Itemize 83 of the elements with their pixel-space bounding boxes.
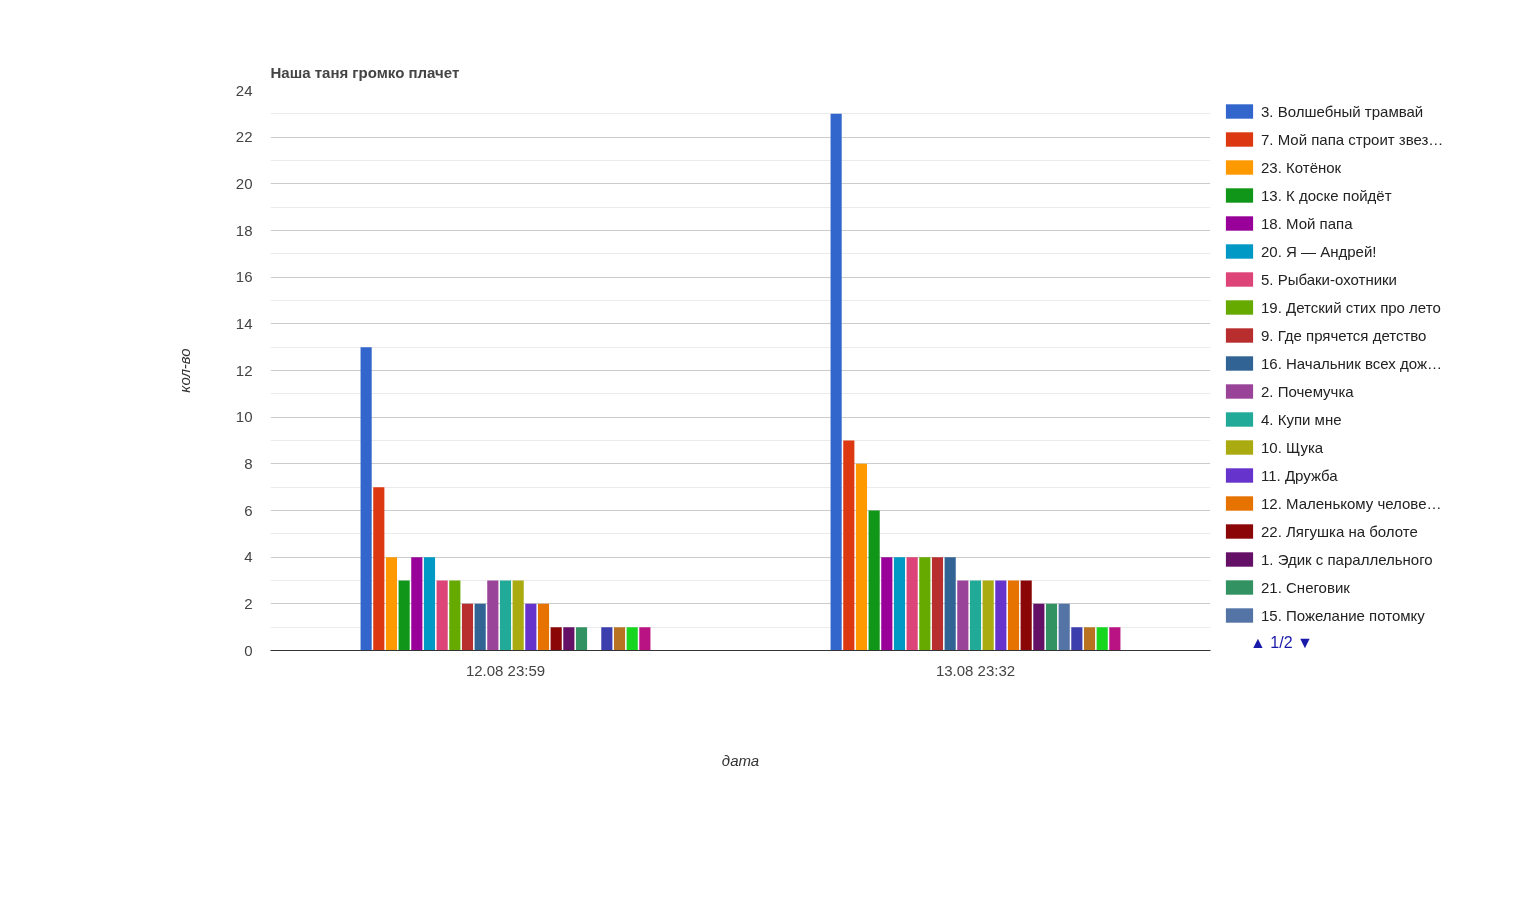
y-tick-label: 14 — [235, 314, 253, 332]
y-tick-label: 20 — [235, 174, 253, 192]
bar — [843, 440, 855, 651]
legend-label: 3. Волшебный трамвай — [1261, 102, 1424, 120]
legend-label: 9. Где прячется детство — [1261, 326, 1427, 344]
y-tick-label: 6 — [244, 501, 253, 519]
x-axis-title: дата — [721, 751, 760, 769]
bar — [550, 627, 562, 651]
legend-label: 10. Щука — [1261, 438, 1324, 456]
bar — [931, 557, 944, 651]
bar — [499, 580, 512, 651]
bar — [1058, 603, 1070, 651]
legend-label: 5. Рыбаки-охотники — [1261, 270, 1397, 288]
legend-label: 2. Почемучка — [1261, 382, 1354, 400]
bar — [1045, 603, 1058, 651]
x-tick-label: 13.08 23:32 — [935, 661, 1016, 679]
bar — [525, 603, 537, 651]
legend-label: 12. Маленькому челове… — [1261, 494, 1442, 512]
y-tick-label: 16 — [235, 268, 253, 286]
text: ▲ 1/2 ▼ — [1250, 633, 1313, 653]
legend-label: 4. Купи мне — [1261, 410, 1342, 428]
bar — [1020, 580, 1032, 651]
bar — [461, 603, 474, 651]
legend-label: 22. Лягушка на болоте — [1261, 522, 1418, 540]
legend-label: 13. К доске пойдёт — [1261, 186, 1392, 204]
bar — [868, 510, 880, 651]
bar — [575, 627, 588, 651]
legend-label: 11. Дружба — [1261, 466, 1338, 484]
bar — [1007, 580, 1020, 651]
bar — [1033, 603, 1045, 651]
y-tick-label: 18 — [235, 221, 253, 239]
bar — [423, 557, 436, 651]
x-tick-label: 12.08 23:59 — [465, 661, 546, 679]
bar — [411, 557, 423, 651]
legend-label: 18. Мой папа — [1261, 214, 1353, 232]
legend-label: 16. Начальник всех дож… — [1261, 354, 1442, 372]
bar — [385, 557, 398, 651]
y-axis-title: кол-во — [175, 348, 193, 393]
bar — [944, 557, 956, 651]
bar — [1083, 627, 1096, 651]
legend-label: 20. Я — Андрей! — [1261, 242, 1377, 260]
bar — [373, 487, 385, 651]
legend-label: 7. Мой папа строит звез… — [1261, 130, 1444, 148]
y-tick-label: 24 — [235, 81, 253, 99]
y-tick-label: 10 — [235, 408, 253, 426]
bar — [906, 557, 918, 651]
legend-label: 23. Котёнок — [1261, 158, 1342, 176]
y-tick-label: 12 — [235, 361, 253, 379]
legend-label: 15. Пожелание потомку — [1261, 606, 1425, 624]
bar — [982, 580, 994, 651]
bar — [474, 603, 486, 651]
bar — [601, 627, 613, 651]
bar — [830, 113, 842, 651]
bar — [881, 557, 893, 651]
legend-label: 19. Детский стих про лето — [1261, 298, 1441, 316]
bar — [1109, 627, 1121, 651]
bar — [855, 463, 868, 651]
bar — [360, 347, 372, 651]
legend-label: 21. Снеговик — [1261, 578, 1350, 596]
bar — [449, 580, 461, 651]
bar — [1071, 627, 1083, 651]
y-tick-label: 2 — [244, 594, 253, 612]
chart-title: Наша таня громко плачет — [270, 63, 460, 81]
bar — [626, 627, 638, 651]
bar — [969, 580, 982, 651]
bar — [613, 627, 626, 651]
y-tick-label: 0 — [244, 641, 253, 659]
bar — [563, 627, 575, 651]
bar — [919, 557, 931, 651]
legend-label: 1. Эдик с параллельного — [1261, 550, 1433, 568]
bar — [893, 557, 906, 651]
bar — [1096, 627, 1108, 651]
bar — [537, 603, 550, 651]
bar — [487, 580, 499, 651]
bar — [995, 580, 1007, 651]
bar — [398, 580, 410, 651]
y-tick-label: 22 — [235, 128, 253, 146]
bar — [436, 580, 448, 651]
y-tick-label: 4 — [244, 548, 253, 566]
bar — [512, 580, 524, 651]
bar — [639, 627, 651, 651]
bar — [957, 580, 969, 651]
y-tick-label: 8 — [244, 454, 253, 472]
